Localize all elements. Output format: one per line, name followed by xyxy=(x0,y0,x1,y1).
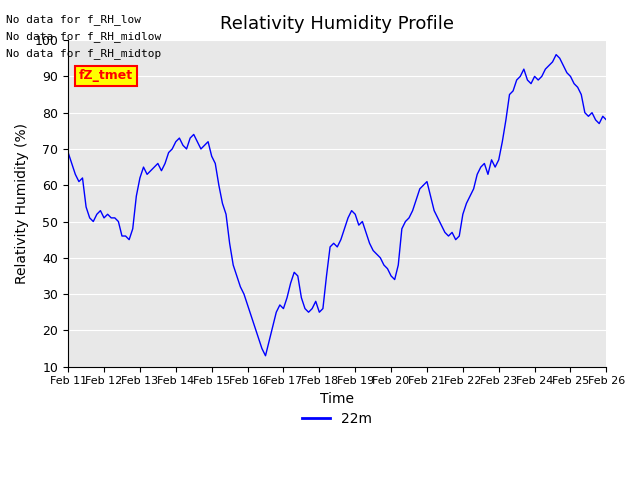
Text: fZ_tmet: fZ_tmet xyxy=(79,69,133,82)
Legend: 22m: 22m xyxy=(297,407,378,432)
Y-axis label: Relativity Humidity (%): Relativity Humidity (%) xyxy=(15,123,29,284)
Text: No data for f_RH_midtop: No data for f_RH_midtop xyxy=(6,48,162,59)
Title: Relativity Humidity Profile: Relativity Humidity Profile xyxy=(220,15,454,33)
Text: No data for f_RH_low: No data for f_RH_low xyxy=(6,14,141,25)
X-axis label: Time: Time xyxy=(320,392,355,406)
Text: No data for f_RH_midlow: No data for f_RH_midlow xyxy=(6,31,162,42)
